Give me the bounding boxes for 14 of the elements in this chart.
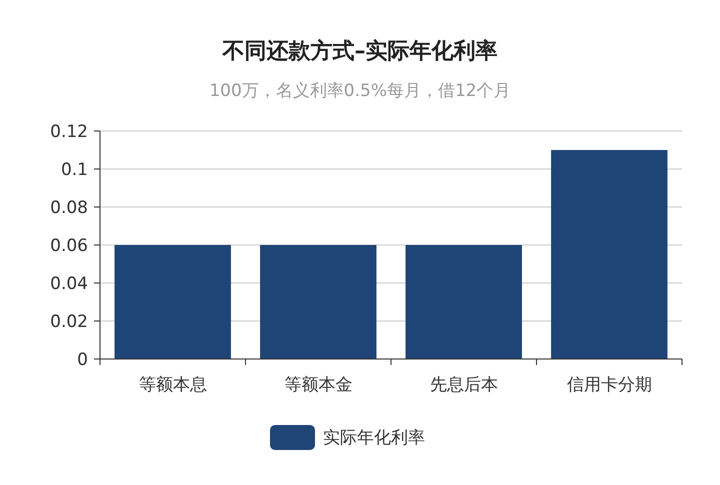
y-tick-label: 0.06 <box>50 236 88 256</box>
y-tick-label: 0 <box>77 350 88 370</box>
chart-subtitle: 100万，名义利率0.5%每月，借12个月 <box>209 81 511 101</box>
legend-label: 实际年化利率 <box>323 428 425 448</box>
x-tick-label: 等额本金 <box>284 375 352 395</box>
y-tick-label: 0.08 <box>50 198 88 218</box>
y-tick-label: 0.02 <box>50 312 88 332</box>
chart-title: 不同还款方式–实际年化利率 <box>222 38 498 64</box>
x-tick-label: 等额本息 <box>138 375 207 395</box>
y-tick-label: 0.04 <box>50 274 88 294</box>
y-tick-label: 0.12 <box>50 122 88 142</box>
x-tick-label: 信用卡分期 <box>566 375 652 395</box>
y-tick-label: 0.1 <box>60 160 88 180</box>
x-tick-label: 先息后本 <box>430 375 498 395</box>
